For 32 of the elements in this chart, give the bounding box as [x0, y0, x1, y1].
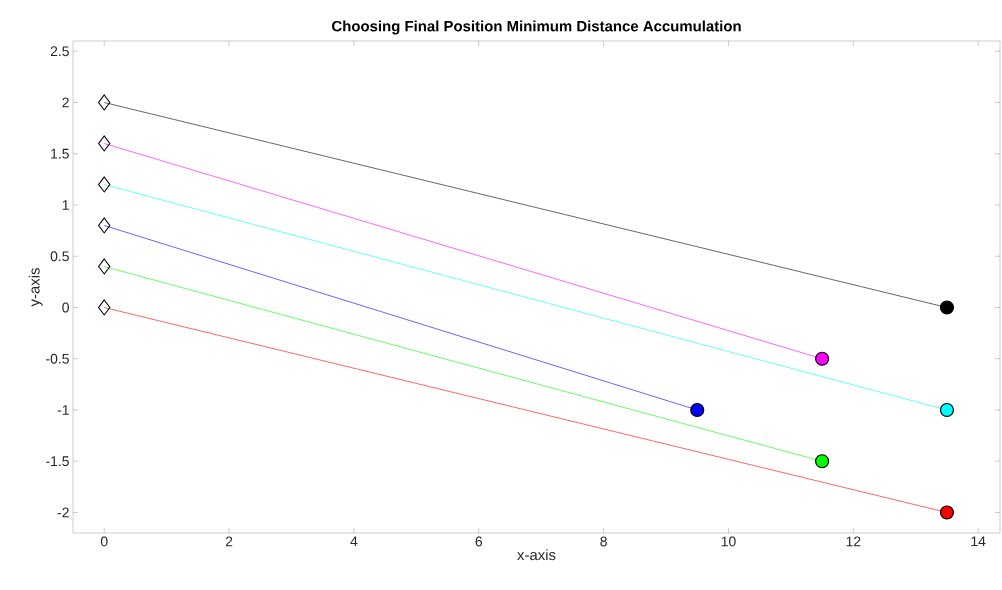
x-tick-label: 2 [225, 536, 233, 547]
x-tick-label: 10 [721, 536, 736, 547]
y-tick-label: 1.5 [51, 148, 69, 159]
chart-title: Choosing Final Position Minimum Distance Accumulation [332, 20, 741, 35]
x-tick-label: 14 [971, 536, 986, 547]
point [98, 217, 111, 234]
y-tick-label: 2 [62, 97, 69, 108]
point [815, 351, 830, 366]
y-tick-label: -2 [57, 507, 69, 518]
y-tick-label: -1.5 [46, 456, 69, 467]
y-tick-label: 0 [62, 302, 69, 313]
point [939, 505, 955, 520]
y-tick-label: 1 [62, 200, 69, 210]
x-tick-label: 4 [350, 536, 358, 547]
point [815, 454, 830, 469]
y-tick-label: 0.5 [50, 251, 69, 262]
point [98, 176, 111, 193]
x-tick-label: 0 [100, 536, 108, 547]
x-tick-label: 6 [475, 536, 483, 547]
x-tick-label: 12 [846, 536, 861, 547]
y-tick-label: -1 [57, 405, 69, 415]
x-tick-label: 8 [600, 536, 607, 547]
point [98, 94, 111, 111]
y-axis-title: y-axis [28, 268, 43, 307]
point [690, 402, 705, 418]
point [98, 299, 111, 316]
point [98, 135, 111, 152]
point [98, 258, 111, 275]
x-axis-title: x-axis [517, 549, 556, 561]
point [939, 402, 955, 418]
y-tick-label: -0.5 [46, 353, 69, 364]
y-tick-label: 2.5 [50, 46, 69, 57]
